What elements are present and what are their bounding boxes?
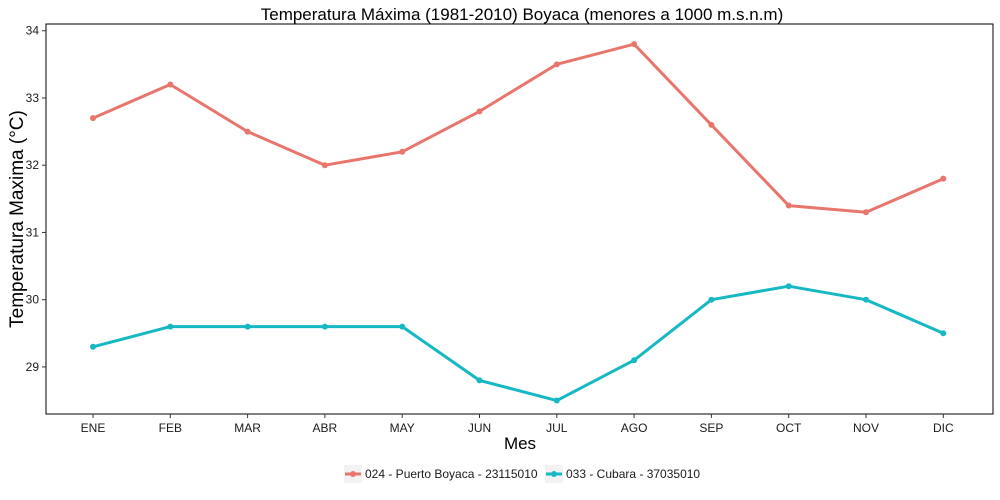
legend-key-point (350, 471, 356, 477)
legend-label: 033 - Cubara - 37035010 (566, 467, 700, 481)
data-point (553, 397, 560, 404)
x-tick-label: AGO (621, 421, 648, 435)
y-tick-label: 30 (26, 293, 40, 307)
data-point (863, 209, 869, 216)
x-axis-title: Mes (504, 434, 536, 453)
x-tick-label: MAY (390, 421, 415, 435)
data-point (90, 115, 96, 122)
plot-panel (45, 23, 994, 415)
data-point (553, 61, 560, 68)
legend-key-point (551, 471, 557, 477)
x-tick-label: JUN (468, 421, 491, 435)
data-point (244, 128, 251, 135)
legend-label: 024 - Puerto Boyaca - 23115010 (365, 467, 538, 481)
data-point (244, 323, 251, 330)
data-point (399, 323, 406, 330)
x-tick-label: ABR (313, 421, 338, 435)
x-axis: ENE FEB MAR ABR MAY JUN JUL AGO SEP OCT NOV DIC (81, 414, 954, 435)
data-point (476, 377, 483, 384)
chart-title: Temperatura Máxima (1981-2010) Boyaca (m… (261, 5, 784, 24)
data-point (399, 148, 406, 155)
data-point (631, 357, 638, 364)
data-point (940, 330, 947, 337)
data-point (785, 283, 792, 290)
data-point (476, 108, 483, 115)
y-tick-label: 33 (26, 91, 40, 105)
data-point (708, 296, 715, 303)
series-line (91, 42, 945, 214)
legend: 024 - Puerto Boyaca - 23115010 033 - Cuba… (344, 465, 700, 483)
x-tick-label: OCT (776, 421, 802, 435)
x-tick-label: JUL (546, 421, 568, 435)
y-tick-label: 34 (26, 24, 40, 38)
x-tick-label: FEB (159, 421, 182, 435)
data-point (708, 121, 715, 128)
data-point (863, 296, 869, 303)
y-tick-label: 29 (26, 360, 40, 374)
series-layer (90, 41, 947, 404)
data-point (631, 41, 638, 48)
data-point (90, 343, 96, 350)
x-tick-label: SEP (699, 421, 723, 435)
series-line (91, 284, 945, 403)
y-axis: 29 30 31 32 33 34 (26, 24, 46, 374)
x-tick-label: DIC (933, 421, 954, 435)
x-tick-label: NOV (853, 421, 879, 435)
x-tick-label: ENE (81, 421, 106, 435)
data-point (167, 323, 174, 330)
data-point (785, 202, 792, 209)
y-tick-label: 31 (26, 225, 40, 239)
data-point (321, 323, 328, 330)
data-point (167, 81, 174, 88)
y-tick-label: 32 (26, 158, 40, 172)
data-point (940, 175, 947, 182)
y-axis-title: Temperatura Maxima (°C) (7, 110, 28, 328)
data-point (321, 162, 328, 169)
x-tick-label: MAR (234, 421, 261, 435)
